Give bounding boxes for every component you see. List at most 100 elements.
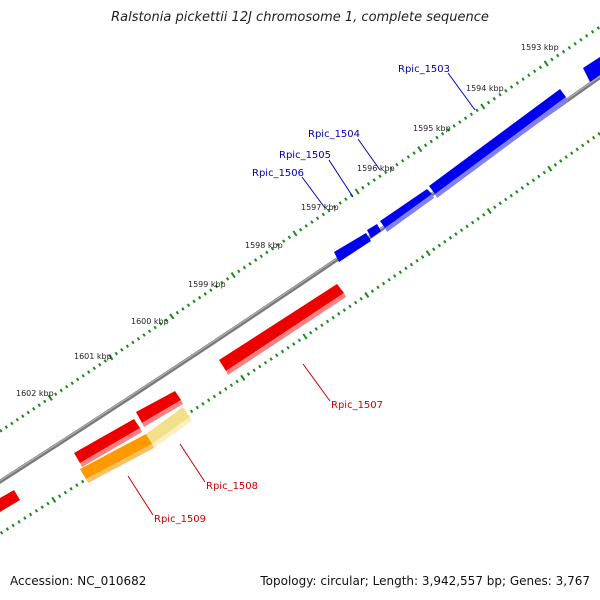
tick-mark bbox=[443, 239, 447, 244]
gene-label[interactable]: Rpic_1505 bbox=[279, 150, 331, 161]
scale-label: 1593 kbp bbox=[521, 43, 559, 52]
gene-rpic-1503[interactable] bbox=[583, 57, 600, 82]
tick-mark bbox=[286, 345, 290, 350]
tick-mark bbox=[11, 523, 15, 528]
tick-mark bbox=[553, 163, 558, 167]
tick-mark bbox=[98, 362, 102, 367]
tick-mark bbox=[314, 327, 318, 331]
tick-mark bbox=[429, 139, 433, 144]
tick-mark bbox=[359, 296, 363, 301]
tick-mark bbox=[304, 224, 308, 228]
tick-mark bbox=[203, 292, 207, 296]
tick-mark bbox=[389, 166, 393, 171]
tick-mark bbox=[398, 270, 403, 274]
gene-reverse-mid[interactable] bbox=[136, 391, 181, 423]
map-title: Ralstonia pickettii 12J chromosome 1, co… bbox=[111, 10, 489, 25]
tick-mark bbox=[437, 243, 442, 248]
gene-label[interactable]: Rpic_1506 bbox=[252, 168, 304, 179]
tick-mark bbox=[550, 57, 554, 62]
tick-mark bbox=[364, 291, 370, 298]
tick-mark bbox=[590, 30, 595, 34]
tick-mark bbox=[320, 323, 324, 327]
topology-summary: Topology: circular; Length: 3,942,557 bp… bbox=[260, 574, 590, 588]
tick-mark bbox=[486, 208, 492, 215]
scale-label: 1596 kbp bbox=[357, 164, 395, 173]
tick-mark bbox=[280, 349, 285, 354]
tick-mark bbox=[207, 398, 211, 402]
tick-mark bbox=[225, 277, 230, 281]
tick-mark bbox=[470, 220, 475, 225]
tick-mark bbox=[81, 373, 85, 378]
scale-labels: 1593 kbp 1594 kbp 1595 kbp 1596 kbp 1597… bbox=[16, 43, 559, 398]
gene-forward-long[interactable] bbox=[429, 89, 566, 194]
tick-mark bbox=[493, 205, 497, 209]
tick-mark bbox=[308, 330, 313, 335]
tick-mark bbox=[395, 162, 399, 167]
gene-rpic-1508[interactable] bbox=[146, 407, 190, 444]
tick-mark bbox=[252, 368, 256, 373]
tick-mark bbox=[26, 410, 30, 415]
tick-mark bbox=[567, 45, 572, 50]
gene-rpic-1506[interactable] bbox=[334, 233, 371, 262]
tick-mark bbox=[51, 496, 57, 503]
tick-mark bbox=[573, 41, 577, 46]
gene-rpic-1509[interactable] bbox=[80, 434, 152, 479]
tick-mark bbox=[476, 216, 480, 221]
tick-mark bbox=[504, 89, 508, 93]
tick-mark bbox=[43, 399, 47, 404]
gene-rpic-1504[interactable] bbox=[380, 189, 432, 228]
tick-mark bbox=[448, 236, 453, 240]
gene-rpic-1505[interactable] bbox=[367, 224, 381, 238]
tick-mark bbox=[515, 190, 519, 194]
tick-mark bbox=[532, 69, 537, 74]
tick-mark bbox=[469, 112, 474, 117]
tick-mark bbox=[378, 174, 382, 178]
tick-mark bbox=[465, 224, 469, 229]
tick-mark bbox=[147, 329, 152, 334]
gene-reverse-left[interactable] bbox=[74, 419, 140, 463]
tick-mark bbox=[108, 354, 114, 361]
tick-mark bbox=[579, 37, 583, 42]
gene-label[interactable]: Rpic_1509 bbox=[154, 514, 206, 525]
tick-mark bbox=[310, 220, 314, 224]
gene-label[interactable]: Rpic_1503 bbox=[398, 64, 450, 75]
tick-mark bbox=[520, 186, 525, 190]
tick-mark bbox=[361, 185, 365, 190]
tick-mark bbox=[585, 34, 589, 38]
tick-mark bbox=[420, 255, 425, 259]
tick-mark bbox=[446, 128, 451, 132]
tick-mark bbox=[287, 235, 292, 240]
scale-label: 1599 kbp bbox=[188, 280, 226, 289]
tick-mark bbox=[564, 155, 568, 159]
tick-mark bbox=[452, 124, 456, 128]
tick-mark bbox=[454, 232, 458, 236]
tick-mark bbox=[412, 151, 416, 155]
tick-mark bbox=[404, 266, 408, 271]
tick-mark bbox=[486, 100, 491, 105]
tick-mark bbox=[181, 307, 185, 311]
tick-mark bbox=[527, 73, 531, 77]
tick-mark bbox=[538, 65, 543, 70]
gene-rpic-1507[interactable] bbox=[219, 284, 344, 371]
gene-label[interactable]: Rpic_1508 bbox=[206, 481, 258, 492]
tick-mark bbox=[543, 60, 549, 67]
tick-mark bbox=[561, 49, 566, 54]
gene-label[interactable]: Rpic_1504 bbox=[308, 129, 360, 140]
tick-mark bbox=[481, 213, 486, 217]
tick-mark bbox=[498, 201, 502, 206]
tick-mark bbox=[169, 313, 175, 320]
tick-mark bbox=[229, 383, 234, 388]
gene-reverse-edge[interactable] bbox=[0, 490, 20, 512]
tick-mark bbox=[321, 212, 325, 217]
tick-mark bbox=[348, 304, 352, 309]
scale-label: 1600 kbp bbox=[131, 317, 169, 326]
tick-mark bbox=[409, 262, 414, 267]
tick-mark bbox=[480, 103, 486, 110]
tick-mark bbox=[570, 151, 574, 155]
tick-mark bbox=[0, 530, 4, 535]
tick-mark bbox=[292, 342, 296, 346]
tick-mark bbox=[425, 250, 431, 257]
tick-mark bbox=[10, 421, 14, 426]
gene-label[interactable]: Rpic_1507 bbox=[331, 400, 383, 411]
tick-mark bbox=[415, 258, 419, 263]
